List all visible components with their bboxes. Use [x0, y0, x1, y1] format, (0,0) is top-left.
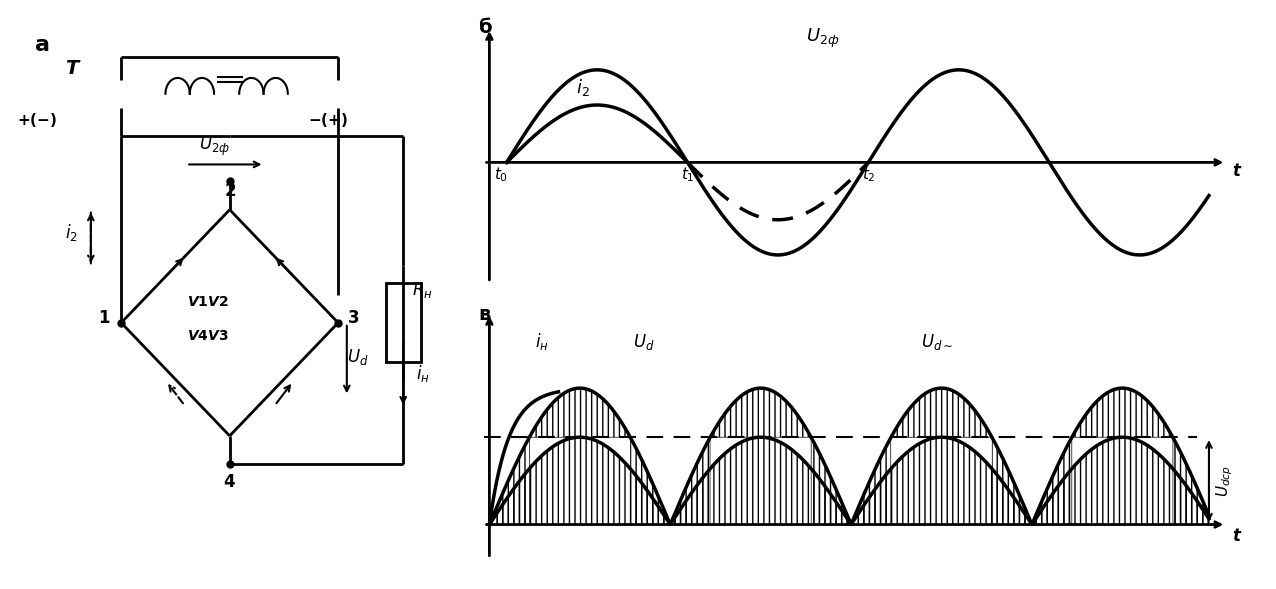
Text: $\boldsymbol{V4V3}$: $\boldsymbol{V4V3}$ [188, 329, 228, 343]
Text: $\boldsymbol{T}$: $\boldsymbol{T}$ [65, 60, 82, 78]
Text: $\boldsymbol{R_н}$: $\boldsymbol{R_н}$ [412, 280, 433, 299]
Text: $\boldsymbol{U_{2ф}}$: $\boldsymbol{U_{2ф}}$ [806, 27, 840, 50]
Text: $\boldsymbol{2}$: $\boldsymbol{2}$ [223, 183, 236, 200]
Text: $\boldsymbol{i_2}$: $\boldsymbol{i_2}$ [65, 222, 78, 243]
Text: $\boldsymbol{i_2}$: $\boldsymbol{i_2}$ [575, 77, 590, 98]
Text: $\boldsymbol{б}$: $\boldsymbol{б}$ [478, 17, 493, 37]
Text: $\boldsymbol{+ (-)}$: $\boldsymbol{+ (-)}$ [17, 111, 57, 129]
Text: $\boldsymbol{4}$: $\boldsymbol{4}$ [223, 474, 236, 491]
Text: $\boldsymbol{3}$: $\boldsymbol{3}$ [347, 310, 359, 327]
Text: $\boldsymbol{U_d}$: $\boldsymbol{U_d}$ [633, 332, 655, 352]
Text: $\boldsymbol{t_2}$: $\boldsymbol{t_2}$ [861, 165, 875, 184]
Text: $\boldsymbol{i_н}$: $\boldsymbol{i_н}$ [536, 331, 549, 352]
Text: $\boldsymbol{V1V2}$: $\boldsymbol{V1V2}$ [188, 295, 228, 309]
Text: $\boldsymbol{U_{dср}}$: $\boldsymbol{U_{dср}}$ [1215, 465, 1235, 497]
Text: $\boldsymbol{U_d}$: $\boldsymbol{U_d}$ [347, 348, 369, 368]
Text: $\boldsymbol{1}$: $\boldsymbol{1}$ [98, 310, 110, 327]
Text: $\boldsymbol{а}$: $\boldsymbol{а}$ [34, 34, 50, 57]
Text: $\boldsymbol{t_1}$: $\boldsymbol{t_1}$ [680, 165, 694, 184]
Text: $\boldsymbol{U_{2ф}}$: $\boldsymbol{U_{2ф}}$ [199, 135, 231, 158]
Text: $\boldsymbol{t}$: $\boldsymbol{t}$ [1231, 163, 1243, 180]
Text: $\boldsymbol{- (+)}$: $\boldsymbol{- (+)}$ [308, 111, 348, 129]
Bar [385, 283, 421, 362]
Text: $\boldsymbol{U_{d\sim}}$: $\boldsymbol{U_{d\sim}}$ [921, 332, 953, 352]
Text: $\boldsymbol{i_н}$: $\boldsymbol{i_н}$ [416, 363, 430, 384]
Text: $\boldsymbol{в}$: $\boldsymbol{в}$ [478, 306, 491, 324]
Text: $\boldsymbol{t}$: $\boldsymbol{t}$ [1231, 528, 1243, 545]
Text: $\boldsymbol{t_0}$: $\boldsymbol{t_0}$ [494, 165, 508, 184]
